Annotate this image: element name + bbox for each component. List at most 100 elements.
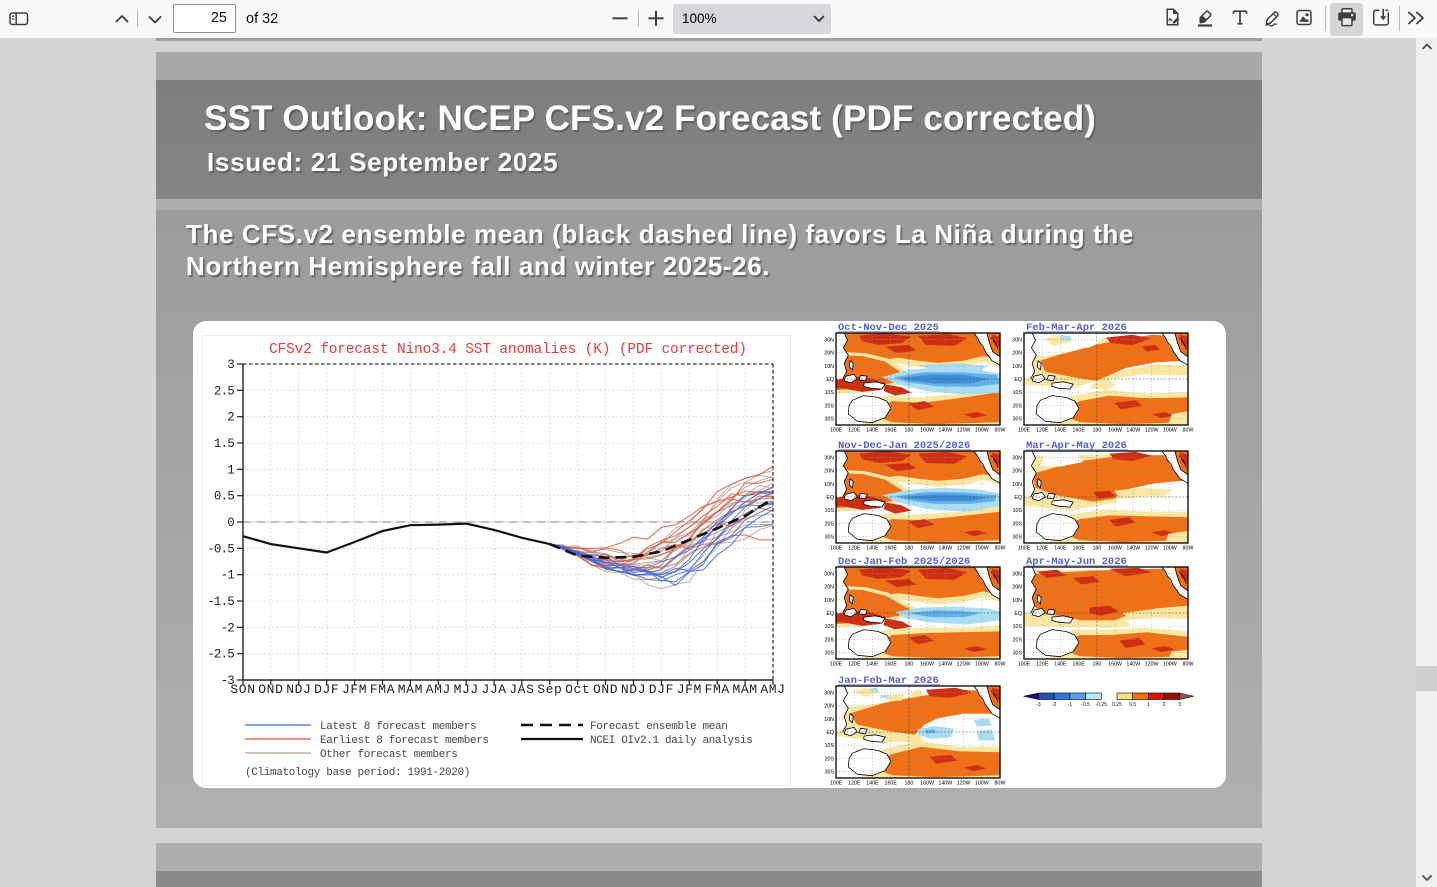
svg-text:2: 2 bbox=[227, 411, 234, 425]
svg-text:100W: 100W bbox=[1162, 545, 1176, 551]
svg-text:80W: 80W bbox=[1182, 545, 1193, 551]
svg-text:30S: 30S bbox=[1012, 417, 1022, 423]
svg-text:140W: 140W bbox=[1126, 545, 1140, 551]
svg-text:30S: 30S bbox=[1012, 534, 1022, 540]
svg-text:MJJ: MJJ bbox=[454, 682, 479, 697]
svg-text:120W: 120W bbox=[957, 780, 971, 786]
svg-text:80W: 80W bbox=[995, 662, 1006, 668]
svg-text:20N: 20N bbox=[824, 351, 834, 357]
svg-text:140E: 140E bbox=[1054, 662, 1067, 668]
svg-text:100E: 100E bbox=[830, 545, 843, 551]
svg-text:0.5: 0.5 bbox=[1129, 702, 1136, 708]
svg-text:10N: 10N bbox=[1012, 481, 1022, 487]
svg-text:10N: 10N bbox=[824, 481, 834, 487]
svg-text:Latest 8 forecast members: Latest 8 forecast members bbox=[320, 721, 476, 733]
svg-text:10N: 10N bbox=[824, 717, 834, 723]
svg-text:180: 180 bbox=[1092, 545, 1101, 551]
svg-text:OND: OND bbox=[593, 682, 618, 697]
svg-text:120E: 120E bbox=[848, 662, 861, 668]
svg-text:10S: 10S bbox=[825, 508, 835, 514]
svg-text:1: 1 bbox=[227, 463, 234, 477]
svg-text:-0.5: -0.5 bbox=[207, 542, 234, 556]
svg-text:2.5: 2.5 bbox=[214, 384, 234, 398]
svg-text:EQ: EQ bbox=[826, 611, 834, 617]
svg-text:30N: 30N bbox=[1012, 455, 1022, 461]
svg-text:80W: 80W bbox=[1182, 428, 1193, 434]
svg-text:100E: 100E bbox=[830, 662, 843, 668]
svg-text:MAM: MAM bbox=[732, 682, 757, 697]
svg-text:120W: 120W bbox=[957, 662, 971, 668]
svg-text:30N: 30N bbox=[824, 337, 834, 343]
svg-text:30N: 30N bbox=[1012, 337, 1022, 343]
svg-text:(Climatology base period: 1991: (Climatology base period: 1991-2020) bbox=[245, 767, 470, 779]
svg-text:140W: 140W bbox=[938, 780, 952, 786]
svg-text:Dec-Jan-Feb 2025/2026: Dec-Jan-Feb 2025/2026 bbox=[838, 556, 970, 568]
svg-text:180: 180 bbox=[904, 545, 913, 551]
svg-text:100W: 100W bbox=[975, 545, 989, 551]
svg-text:-2.5: -2.5 bbox=[207, 648, 234, 662]
svg-text:140W: 140W bbox=[938, 428, 952, 434]
svg-text:20N: 20N bbox=[1012, 585, 1022, 591]
svg-text:120W: 120W bbox=[1144, 428, 1158, 434]
svg-text:160W: 160W bbox=[1108, 428, 1122, 434]
svg-text:Oct-Nov-Dec 2025: Oct-Nov-Dec 2025 bbox=[838, 322, 939, 334]
svg-text:0.5: 0.5 bbox=[214, 490, 234, 504]
svg-text:160E: 160E bbox=[1072, 428, 1085, 434]
svg-text:DJF: DJF bbox=[314, 682, 339, 697]
svg-text:NDJ: NDJ bbox=[286, 682, 311, 697]
svg-text:180: 180 bbox=[1092, 428, 1101, 434]
svg-text:Feb-Mar-Apr 2026: Feb-Mar-Apr 2026 bbox=[1026, 322, 1127, 334]
svg-text:80W: 80W bbox=[995, 545, 1006, 551]
svg-text:180: 180 bbox=[904, 662, 913, 668]
svg-text:30S: 30S bbox=[825, 417, 835, 423]
svg-text:180: 180 bbox=[904, 428, 913, 434]
svg-text:140E: 140E bbox=[866, 545, 879, 551]
svg-text:120E: 120E bbox=[848, 780, 861, 786]
svg-text:20N: 20N bbox=[1012, 468, 1022, 474]
svg-text:10N: 10N bbox=[1012, 598, 1022, 604]
svg-text:120E: 120E bbox=[848, 428, 861, 434]
svg-text:160E: 160E bbox=[1072, 545, 1085, 551]
svg-text:Oct: Oct bbox=[565, 682, 590, 697]
svg-text:10N: 10N bbox=[824, 598, 834, 604]
svg-text:1.5: 1.5 bbox=[214, 437, 234, 451]
svg-text:120E: 120E bbox=[1036, 428, 1049, 434]
svg-text:100W: 100W bbox=[1162, 662, 1176, 668]
svg-text:20N: 20N bbox=[824, 468, 834, 474]
svg-text:AMJ: AMJ bbox=[426, 682, 451, 697]
svg-text:120E: 120E bbox=[848, 545, 861, 551]
svg-text:Forecast ensemble mean: Forecast ensemble mean bbox=[590, 721, 728, 733]
svg-text:-3: -3 bbox=[221, 674, 235, 688]
svg-text:10N: 10N bbox=[1012, 364, 1022, 370]
svg-text:120W: 120W bbox=[957, 428, 971, 434]
svg-text:30N: 30N bbox=[824, 690, 834, 696]
svg-text:100W: 100W bbox=[975, 662, 989, 668]
svg-text:30S: 30S bbox=[825, 534, 835, 540]
svg-text:120E: 120E bbox=[1036, 545, 1049, 551]
svg-text:OND: OND bbox=[258, 682, 283, 697]
svg-text:-0.25: -0.25 bbox=[1096, 702, 1108, 708]
svg-text:20S: 20S bbox=[1012, 521, 1022, 527]
svg-text:20N: 20N bbox=[824, 703, 834, 709]
svg-text:0.25: 0.25 bbox=[1112, 702, 1122, 708]
svg-text:Jan-Feb-Mar 2026: Jan-Feb-Mar 2026 bbox=[838, 675, 939, 687]
svg-text:-3: -3 bbox=[1036, 702, 1041, 708]
svg-text:100E: 100E bbox=[830, 428, 843, 434]
svg-text:EQ: EQ bbox=[826, 377, 834, 383]
svg-text:-1: -1 bbox=[1068, 702, 1073, 708]
svg-text:2: 2 bbox=[1163, 702, 1166, 708]
svg-text:30S: 30S bbox=[825, 769, 835, 775]
svg-text:EQ: EQ bbox=[1014, 377, 1022, 383]
svg-text:180: 180 bbox=[904, 780, 913, 786]
svg-text:0: 0 bbox=[227, 516, 234, 530]
svg-text:30N: 30N bbox=[824, 455, 834, 461]
svg-text:140W: 140W bbox=[938, 545, 952, 551]
svg-text:140W: 140W bbox=[1126, 662, 1140, 668]
svg-text:30S: 30S bbox=[825, 651, 835, 657]
svg-text:EQ: EQ bbox=[1014, 611, 1022, 617]
svg-text:20S: 20S bbox=[825, 403, 835, 409]
svg-text:JFM: JFM bbox=[342, 682, 367, 697]
svg-text:30N: 30N bbox=[1012, 571, 1022, 577]
svg-text:140E: 140E bbox=[866, 780, 879, 786]
svg-text:160W: 160W bbox=[920, 780, 934, 786]
